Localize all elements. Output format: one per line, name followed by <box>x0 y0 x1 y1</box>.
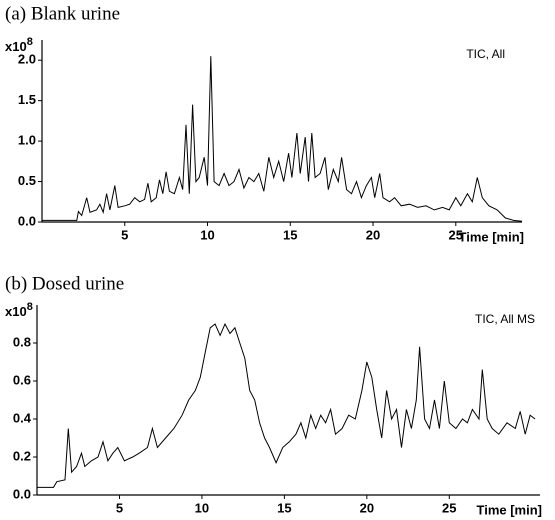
x-tick-label: 5 <box>116 500 123 515</box>
x-tick-label: 25 <box>442 500 456 515</box>
y-tick-label: 0.5 <box>18 173 36 188</box>
x-axis-label: Time [min] <box>459 229 525 244</box>
y-tick-label: 0.6 <box>13 372 31 387</box>
x-tick-label: 5 <box>121 227 128 242</box>
x-tick-label: 15 <box>277 500 291 515</box>
y-tick-label: 1.5 <box>18 92 36 107</box>
y-multiplier-exponent: 8 <box>27 301 33 313</box>
y-tick-label: 0.0 <box>18 213 36 228</box>
y-tick-label: 0.0 <box>13 486 31 501</box>
x-tick-label: 25 <box>449 227 463 242</box>
chromatogram-line <box>42 56 523 222</box>
x-tick-label: 10 <box>195 500 209 515</box>
y-tick-label: 0.8 <box>13 334 31 349</box>
x-tick-label: 20 <box>360 500 374 515</box>
annotation: TIC, All <box>466 47 505 61</box>
y-multiplier-base: x10 <box>5 304 27 319</box>
chromatogram-line <box>37 322 536 488</box>
panel-title: (b) Dosed urine <box>5 273 124 294</box>
y-multiplier: x108 <box>5 301 33 320</box>
panel-title: (a) Blank urine <box>5 3 120 24</box>
y-multiplier-base: x10 <box>5 39 27 54</box>
y-tick-label: 1.0 <box>18 133 36 148</box>
y-tick-label: 2.0 <box>18 52 36 67</box>
x-tick-label: 20 <box>366 227 380 242</box>
x-tick-label: 10 <box>200 227 214 242</box>
y-tick-label: 0.2 <box>13 448 31 463</box>
annotation: TIC, All MS <box>475 312 535 326</box>
x-axis-label: Time [min] <box>477 502 543 517</box>
chart-panel: (a) Blank urine TIC, All x108 0.0 0.5 1.0 1.5 2… <box>5 3 524 244</box>
y-multiplier-exponent: 8 <box>27 36 33 48</box>
chart-panel: (b) Dosed urine TIC, All MS x108 0.0 0.2 0.4 0… <box>5 273 542 517</box>
y-tick-label: 0.4 <box>13 410 32 425</box>
x-tick-label: 15 <box>283 227 297 242</box>
y-multiplier: x108 <box>5 36 33 55</box>
